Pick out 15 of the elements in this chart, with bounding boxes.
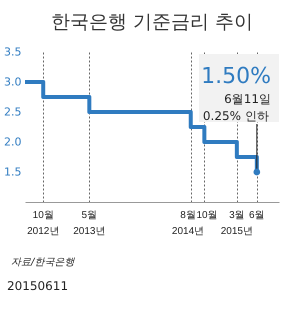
x-tick-label: 5월 2013년	[73, 210, 106, 237]
y-tick-label: 2.5	[4, 106, 22, 118]
y-tick-label: 3.5	[4, 46, 22, 58]
annotation: 0.25% 인하	[202, 109, 269, 123]
x-tick-label: 10월	[196, 210, 218, 221]
y-tick-label: 3.0	[4, 76, 22, 88]
x-tick-label: 10월 2012년	[27, 210, 60, 237]
chart-title: 한국은행 기준금리 추이	[50, 11, 254, 33]
annotation: 1.50%	[201, 64, 271, 89]
y-tick-label: 2.0	[4, 136, 22, 148]
text: 20150611	[7, 279, 68, 293]
annotation: 6월11일	[224, 92, 271, 106]
text: 자료/한국은행	[11, 257, 76, 268]
y-tick-label: 1.5	[4, 166, 22, 178]
x-tick-label: 6월	[249, 210, 265, 221]
